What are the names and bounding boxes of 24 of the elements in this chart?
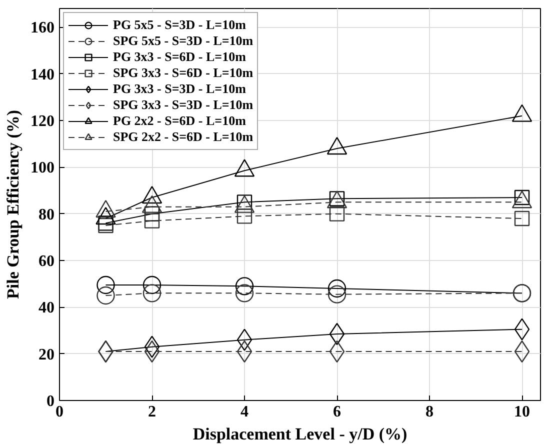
x-tick-label: 2	[148, 404, 156, 420]
x-tick-label: 10	[514, 404, 530, 420]
y-tick-label: 40	[38, 300, 54, 317]
legend-label: PG 2x2 - S=6D - L=10m	[113, 113, 246, 129]
y-tick-label: 80	[38, 206, 54, 224]
y-tick-label: 100	[30, 160, 54, 177]
legend-label: PG 3x3 - S=3D - L=10m	[113, 81, 246, 97]
legend-label: PG 3x3 - S=6D - L=10m	[113, 49, 246, 65]
legend-label: SPG 2x2 - S=6D - L=10m	[113, 129, 254, 145]
y-axis-title: Pile Group Efficiency (%)	[4, 110, 22, 300]
legend-label: SPG 3x3 - S=3D - L=10m	[113, 97, 254, 113]
y-tick-label: 60	[38, 253, 54, 270]
legend-label: PG 5x5 - S=3D - L=10m	[113, 17, 246, 33]
y-tick-label: 120	[30, 113, 54, 130]
x-tick-label: 4	[240, 404, 248, 420]
legend-label: SPG 5x5 - S=3D - L=10m	[113, 33, 254, 49]
legend-label: SPG 3x3 - S=6D - L=10m	[113, 65, 254, 81]
y-tick-label: 160	[30, 20, 54, 37]
y-tick-label: 0	[46, 393, 54, 410]
x-tick-label: 6	[333, 404, 341, 420]
x-tick-label: 8	[426, 404, 434, 420]
x-axis-title: Displacement Level - y/D (%)	[192, 424, 408, 444]
y-tick-label: 140	[30, 66, 54, 84]
y-tick-label: 20	[38, 346, 54, 364]
